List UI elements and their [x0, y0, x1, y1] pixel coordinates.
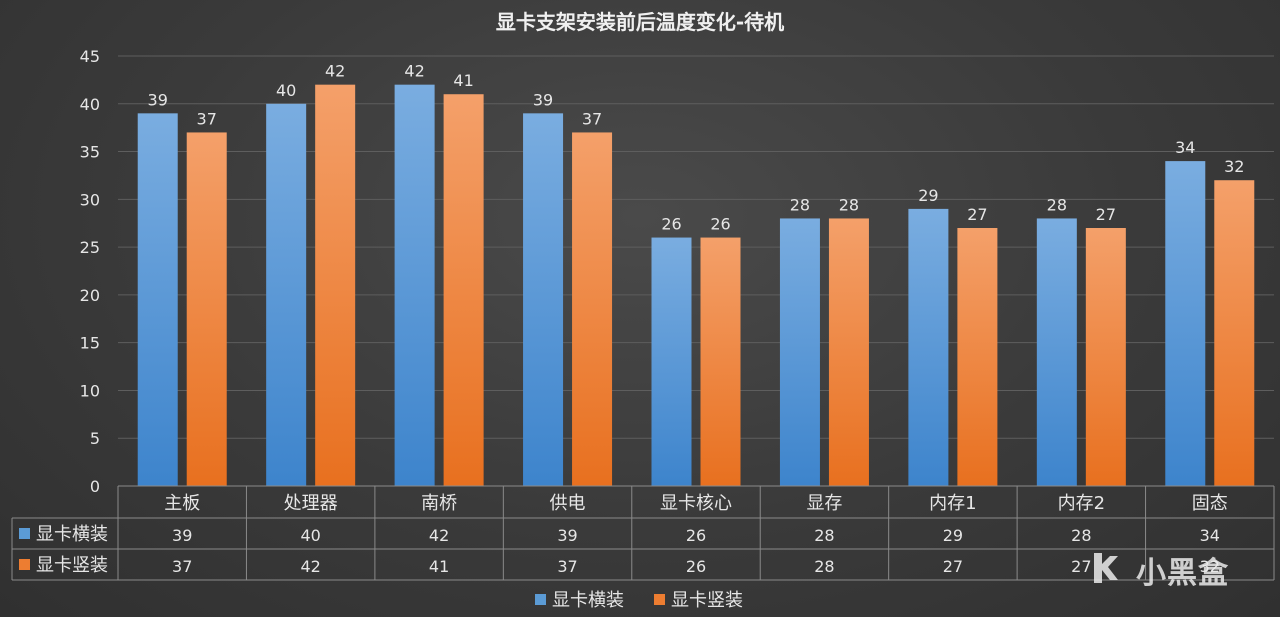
table-cell: 28: [814, 557, 834, 576]
legend-key: [654, 594, 665, 605]
data-label: 29: [918, 186, 938, 205]
data-label: 28: [839, 195, 859, 214]
bar: [779, 218, 820, 486]
category-label: 主板: [164, 493, 200, 514]
legend-label: 显卡竖装: [671, 590, 743, 611]
bar: [1085, 228, 1126, 486]
gridlines: [118, 55, 1274, 487]
legend-key: [535, 594, 546, 605]
table-cell: 26: [686, 526, 706, 545]
bar: [523, 113, 564, 486]
table-cell: 37: [172, 557, 192, 576]
y-tick-label: 40: [80, 95, 100, 114]
y-tick-label: 15: [80, 334, 100, 353]
legend-label: 显卡横装: [552, 590, 624, 611]
y-tick-label: 20: [80, 286, 100, 305]
table-cell: 29: [943, 526, 963, 545]
bar: [137, 113, 178, 486]
table-cell: 27: [1071, 557, 1091, 576]
data-label: 26: [710, 215, 730, 234]
data-label: 28: [790, 195, 810, 214]
data-label: 37: [197, 109, 217, 128]
category-label: 显存: [806, 493, 842, 514]
legend: 显卡横装 显卡竖装: [535, 590, 743, 611]
data-label: 34: [1175, 138, 1195, 157]
data-label: 27: [1096, 205, 1116, 224]
bar: [828, 218, 869, 486]
category-label: 内存2: [1058, 493, 1105, 514]
watermark: 小黑盒: [1088, 548, 1229, 592]
y-tick-label: 30: [80, 190, 100, 209]
table-cell: 40: [300, 526, 320, 545]
chart-title: 显卡支架安装前后温度变化-待机: [496, 10, 784, 34]
bar: [1036, 218, 1077, 486]
bars: [137, 84, 1255, 487]
category-label: 显卡核心: [660, 493, 732, 514]
bar: [957, 228, 998, 486]
watermark-text: 小黑盒: [1136, 556, 1229, 591]
bar: [186, 132, 227, 486]
data-label: 28: [1047, 195, 1067, 214]
y-axis-ticks: 0 5 10 15 20 25 30 35 40 45: [80, 47, 100, 496]
y-tick-label: 35: [80, 143, 100, 162]
table-cell: 26: [686, 557, 706, 576]
data-label: 40: [276, 81, 296, 100]
category-label: 固态: [1192, 493, 1228, 514]
bar: [700, 237, 741, 486]
bar: [1214, 180, 1255, 486]
table-cell: 39: [557, 526, 577, 545]
y-tick-label: 0: [90, 477, 100, 496]
category-label: 内存1: [929, 493, 976, 514]
table-legend-key: [19, 559, 30, 570]
y-tick-label: 5: [90, 429, 100, 448]
y-tick-label: 10: [80, 381, 100, 400]
y-tick-label: 25: [80, 238, 100, 257]
bar: [394, 84, 435, 487]
heybox-logo-icon: [1088, 550, 1128, 590]
data-label: 27: [967, 205, 987, 224]
data-label: 39: [148, 90, 168, 109]
table-cell: 37: [557, 557, 577, 576]
table-legend-key: [19, 528, 30, 539]
table-cell: 39: [172, 526, 192, 545]
data-label: 37: [582, 109, 602, 128]
table-cell: 27: [943, 557, 963, 576]
data-label: 39: [533, 90, 553, 109]
data-label: 41: [453, 71, 473, 90]
bar: [572, 132, 613, 486]
bar: [315, 84, 356, 487]
table-cell: 28: [814, 526, 834, 545]
table-cell: 41: [429, 557, 449, 576]
table-cell: 28: [1071, 526, 1091, 545]
data-label: 42: [404, 62, 424, 81]
data-label: 32: [1224, 157, 1244, 176]
bar: [651, 237, 692, 486]
data-label: 42: [325, 62, 345, 81]
bar: [443, 94, 484, 486]
bar: [908, 208, 949, 486]
table-series-name: 显卡竖装: [36, 555, 108, 576]
table-cell: 42: [429, 526, 449, 545]
data-label: 26: [661, 215, 681, 234]
bar: [1165, 161, 1206, 486]
table-cell: 34: [1200, 526, 1220, 545]
y-tick-label: 45: [80, 47, 100, 66]
data-labels: 39 40 42 39 26 28 29 28 34 37 42 41 37 26 28 27 27 32: [148, 62, 1245, 234]
table-cell: 42: [300, 557, 320, 576]
category-label: 处理器: [284, 493, 338, 514]
category-label: 南桥: [421, 493, 457, 514]
table-cell: 32: [1200, 557, 1220, 576]
category-label: 供电: [550, 493, 586, 514]
bar: [266, 103, 307, 487]
table-series-name: 显卡横装: [36, 524, 108, 545]
